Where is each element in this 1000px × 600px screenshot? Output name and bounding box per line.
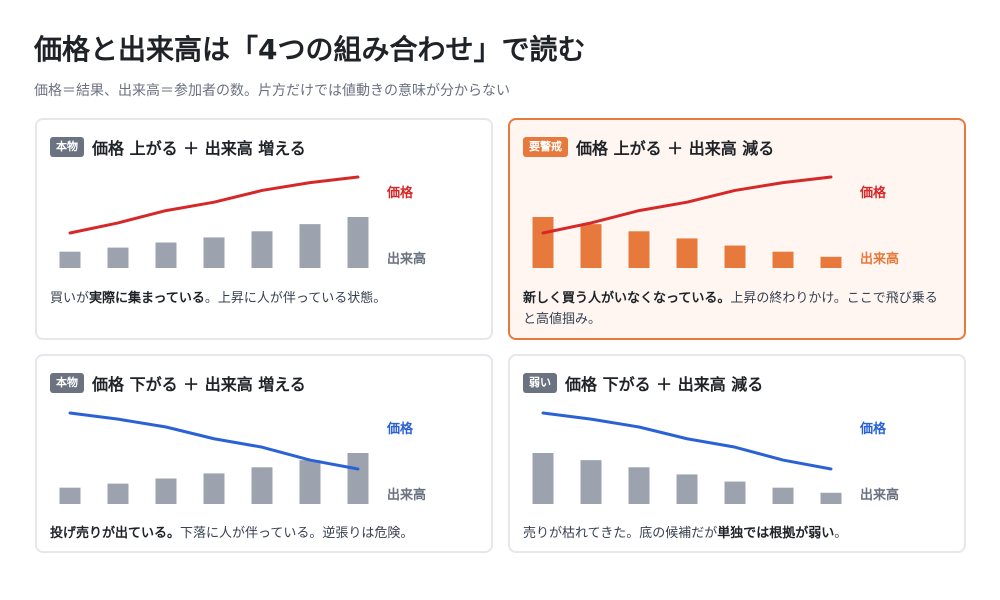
price-line bbox=[541, 411, 833, 471]
volume-bar bbox=[580, 224, 602, 268]
volume-label: 出来高 bbox=[387, 487, 426, 503]
volume-bar bbox=[347, 217, 369, 268]
volume-bar bbox=[772, 251, 794, 268]
volume-bar bbox=[580, 460, 602, 504]
volume-label: 出来高 bbox=[860, 251, 899, 267]
page-subtitle: 価格＝結果、出来高＝参加者の数。片方だけでは値動きの意味が分からない bbox=[34, 83, 510, 99]
card-description: 売りが枯れてきた。底の候補だが単独では根拠が弱い。 bbox=[523, 526, 848, 541]
volume-bar bbox=[59, 251, 81, 268]
price-line bbox=[541, 175, 833, 235]
page-title: 価格と出来高は「4つの組み合わせ」で読む bbox=[34, 33, 586, 66]
price-label: 価格 bbox=[386, 185, 414, 201]
card-header: 弱い 価格 下がる ＋ 出来高 減る bbox=[523, 371, 763, 395]
card-header: 要警戒 価格 上がる ＋ 出来高 減る bbox=[523, 135, 774, 159]
card-description: 新しく買う人がいなくなっている。上昇の終わりかけ。ここで飛び乗ると高値掴み。 bbox=[523, 291, 938, 327]
card-header: 本物 価格 下がる ＋ 出来高 増える bbox=[50, 371, 306, 395]
volume-bar bbox=[203, 473, 225, 504]
status-badge: 要警戒 bbox=[523, 137, 568, 157]
volume-bar bbox=[251, 467, 273, 504]
card-heading: 価格 下がる ＋ 出来高 減る bbox=[565, 375, 764, 394]
volume-bar bbox=[299, 224, 321, 268]
volume-bar bbox=[820, 492, 842, 504]
price-label: 価格 bbox=[859, 185, 887, 201]
volume-bar bbox=[676, 474, 698, 504]
card-price-down-volume-down: 弱い 価格 下がる ＋ 出来高 減る 価格出来高 売りが枯れてきた。底の候補だが… bbox=[508, 354, 966, 553]
volume-bar bbox=[155, 242, 177, 268]
volume-bar bbox=[532, 217, 554, 268]
card-price-down-volume-up: 本物 価格 下がる ＋ 出来高 増える 価格出来高 投げ売りが出ている。下落に人… bbox=[35, 354, 493, 553]
card-heading: 価格 上がる ＋ 出来高 増える bbox=[92, 139, 306, 158]
volume-bar bbox=[628, 467, 650, 504]
volume-bar bbox=[203, 237, 225, 268]
card-description: 買いが実際に集まっている。上昇に人が伴っている状態。 bbox=[50, 291, 387, 306]
volume-bar bbox=[676, 238, 698, 268]
price-label: 価格 bbox=[386, 421, 414, 437]
volume-bar bbox=[628, 231, 650, 268]
price-label: 価格 bbox=[859, 421, 887, 437]
card-price-up-volume-up: 本物 価格 上がる ＋ 出来高 増える 価格出来高 買いが実際に集まっている。上… bbox=[35, 118, 493, 340]
card-heading: 価格 下がる ＋ 出来高 増える bbox=[92, 375, 306, 394]
volume-bar bbox=[59, 487, 81, 504]
volume-bar bbox=[107, 247, 129, 268]
status-badge: 弱い bbox=[523, 373, 557, 393]
card-heading: 価格 上がる ＋ 出来高 減る bbox=[576, 139, 775, 158]
price-line bbox=[68, 175, 360, 235]
volume-label: 出来高 bbox=[387, 251, 426, 267]
volume-bar bbox=[299, 460, 321, 504]
volume-bar bbox=[251, 231, 273, 268]
card-description: 投げ売りが出ている。下落に人が伴っている。逆張りは危険。 bbox=[50, 526, 414, 541]
status-badge: 本物 bbox=[50, 373, 84, 393]
volume-bar bbox=[107, 483, 129, 504]
price-line bbox=[68, 411, 360, 471]
card-header: 本物 価格 上がる ＋ 出来高 増える bbox=[50, 135, 306, 159]
volume-bar bbox=[532, 453, 554, 504]
volume-bar bbox=[820, 256, 842, 268]
volume-bar bbox=[347, 453, 369, 504]
volume-bar bbox=[724, 245, 746, 268]
status-badge: 本物 bbox=[50, 137, 84, 157]
volume-bar bbox=[772, 487, 794, 504]
card-price-up-volume-down: 要警戒 価格 上がる ＋ 出来高 減る 価格出来高 新しく買う人がいなくなってい… bbox=[508, 118, 966, 340]
volume-label: 出来高 bbox=[860, 487, 899, 503]
volume-bar bbox=[724, 481, 746, 504]
volume-bar bbox=[155, 478, 177, 504]
